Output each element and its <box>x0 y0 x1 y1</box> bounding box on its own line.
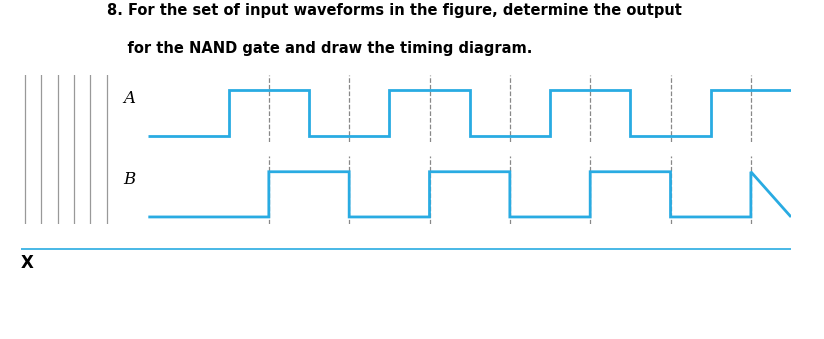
Text: X: X <box>21 254 34 272</box>
Text: B: B <box>124 171 135 188</box>
Text: A: A <box>124 90 135 107</box>
Text: for the NAND gate and draw the timing diagram.: for the NAND gate and draw the timing di… <box>107 41 532 56</box>
Text: 8. For the set of input waveforms in the figure, determine the output: 8. For the set of input waveforms in the… <box>107 3 682 18</box>
